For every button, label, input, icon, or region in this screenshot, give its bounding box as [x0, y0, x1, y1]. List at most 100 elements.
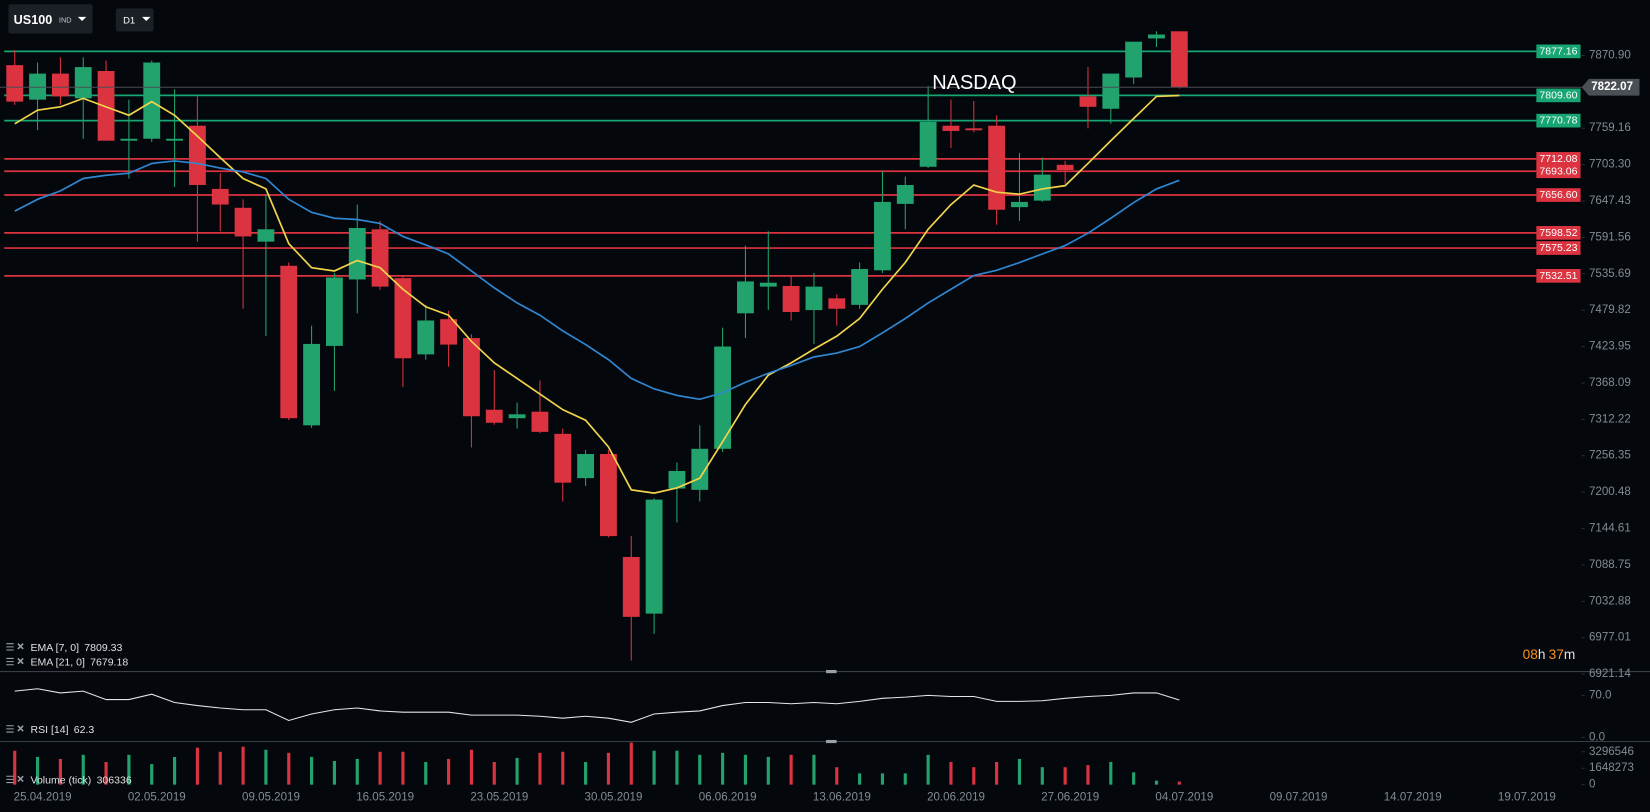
legend-entry: RSI [14] 62.3	[31, 724, 95, 736]
legend-close[interactable]	[17, 643, 24, 650]
volume-bar	[1132, 772, 1136, 785]
resize-handle[interactable]	[826, 670, 837, 674]
resize-handle[interactable]	[826, 739, 837, 744]
candle-body	[417, 320, 435, 355]
y-tick-label: 7256.35	[1589, 450, 1631, 462]
candle-body	[303, 343, 321, 426]
volume-bar	[789, 754, 793, 785]
volume-bar	[310, 756, 314, 785]
candle-body	[874, 201, 891, 271]
volume-bar	[721, 752, 725, 785]
volume-bar	[561, 751, 565, 785]
volume-bar	[332, 761, 336, 785]
candle-body	[714, 346, 732, 449]
volume-bar	[1040, 767, 1044, 785]
candle-body	[440, 319, 458, 345]
legend-close[interactable]	[17, 657, 24, 665]
dropdown-arrow[interactable]	[142, 16, 151, 22]
y-tick-label: 7423.95	[1589, 341, 1631, 353]
y-tick-label: 7591.56	[1589, 231, 1631, 243]
candle-body	[348, 227, 366, 280]
candle-body	[1011, 201, 1028, 208]
level-label: 7693.06	[1539, 165, 1577, 177]
volume-bar	[447, 758, 451, 785]
volume-bar	[13, 750, 17, 785]
candle-body	[371, 229, 389, 287]
dropdown-arrow[interactable]	[77, 16, 87, 22]
x-tick-label: 04.07.2019	[1155, 791, 1213, 803]
candle-body	[737, 281, 754, 314]
candle-body	[97, 71, 115, 141]
chart-title: NASDAQ	[932, 72, 1016, 94]
symbol-selector[interactable]: US100 IND	[8, 4, 93, 34]
candle-body	[1148, 34, 1165, 39]
volume-bar	[104, 762, 108, 785]
volume-bar	[652, 750, 656, 785]
x-tick-label: 13.06.2019	[813, 791, 871, 803]
candle-body	[280, 265, 298, 419]
candle-body	[1079, 96, 1097, 107]
volume-bar	[492, 762, 496, 785]
timeframe[interactable]: D1	[123, 16, 135, 27]
y-tick-label: 7032.88	[1589, 595, 1631, 607]
level-label: 7809.60	[1539, 89, 1577, 101]
volume-bar	[629, 742, 633, 785]
candle-body	[600, 454, 617, 537]
level-tag	[1536, 226, 1581, 240]
candle-body	[326, 277, 343, 346]
volume-bar	[880, 773, 885, 785]
level-label: 7532.51	[1539, 270, 1577, 282]
symbol-box[interactable]	[8, 4, 93, 34]
volume-bar	[378, 751, 382, 785]
volume-bar	[743, 754, 748, 785]
candle-body	[645, 499, 663, 614]
legend-name: EMA [21, 0]	[31, 657, 85, 669]
volume-bar	[972, 767, 976, 785]
y-tick-label: 7368.09	[1589, 377, 1631, 389]
legend-value: 306336	[97, 774, 132, 786]
level-tag	[1536, 44, 1581, 59]
volume-bar	[1177, 781, 1181, 785]
y-tick-label: 7088.75	[1589, 559, 1631, 571]
level-tag	[1536, 188, 1581, 202]
candle-body	[463, 338, 480, 417]
volume-bar	[424, 762, 428, 785]
candle-body	[166, 138, 183, 141]
legend-entry: EMA [21, 0] 7679.18	[31, 657, 129, 669]
volume-bar	[926, 754, 930, 785]
legend-icon[interactable]	[6, 725, 14, 733]
volume-bar	[835, 767, 839, 785]
candle-body	[759, 282, 777, 287]
level-label: 7712.08	[1539, 153, 1577, 165]
y-tick-label: 7312.22	[1589, 413, 1631, 425]
level-label: 7656.60	[1539, 189, 1577, 201]
candle-body	[234, 207, 252, 237]
legend-icon[interactable]	[6, 657, 14, 666]
legend-close[interactable]	[17, 775, 24, 783]
x-tick-label: 25.04.2019	[14, 791, 72, 803]
countdown: 08h 37m	[1523, 647, 1576, 662]
legend-entry: Volume (tick) 306336	[31, 774, 132, 786]
legend-close[interactable]	[17, 725, 24, 732]
timeframe-selector[interactable]: D1	[115, 8, 154, 32]
level-label: 7598.52	[1539, 227, 1577, 239]
x-tick-label: 09.07.2019	[1270, 791, 1328, 803]
legend-icon[interactable]	[6, 775, 14, 784]
x-tick-label: 09.05.2019	[242, 791, 300, 803]
y-tick-label: 7535.69	[1589, 268, 1631, 280]
level-label: 7575.23	[1539, 242, 1577, 254]
market[interactable]: IND	[59, 15, 72, 24]
price-tag	[1581, 78, 1640, 96]
level-tag	[1536, 241, 1581, 255]
x-tick-label: 02.05.2019	[128, 791, 186, 803]
symbol[interactable]: US100	[14, 13, 53, 27]
timeframe-box[interactable]	[115, 8, 154, 32]
y-tick-label: 6921.14	[1589, 668, 1631, 680]
volume-bar	[355, 758, 359, 785]
legend-icon[interactable]	[6, 643, 14, 651]
rsi-legend: RSI [14] 62.3	[6, 724, 94, 736]
level-tag	[1536, 269, 1581, 283]
countdown-hours: 08	[1523, 647, 1538, 662]
legend-value: 7809.33	[84, 642, 122, 654]
